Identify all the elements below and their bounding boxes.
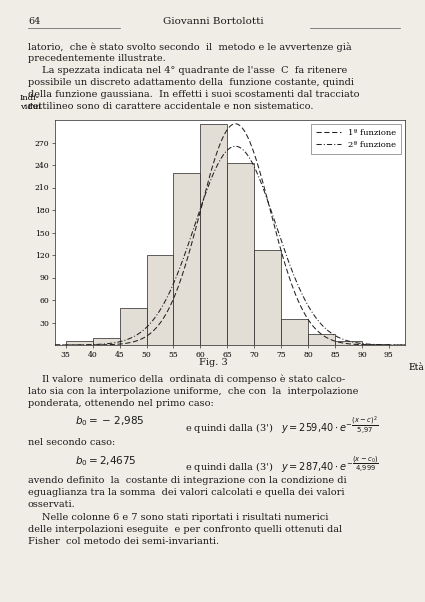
Text: rettilineo sono di carattere accidentale e non sistematico.: rettilineo sono di carattere accidentale… bbox=[28, 102, 314, 111]
Text: avendo definito  la  costante di integrazione con la condizione di: avendo definito la costante di integrazi… bbox=[28, 476, 347, 485]
Text: 64: 64 bbox=[28, 17, 40, 26]
Bar bbox=[362, 344, 389, 345]
Text: Giovanni Bortolotti: Giovanni Bortolotti bbox=[163, 17, 264, 26]
Bar bbox=[66, 341, 93, 345]
Text: latorio,  che è stato svolto secondo  il  metodo e le avvertenze già: latorio, che è stato svolto secondo il m… bbox=[28, 42, 351, 52]
Text: Nelle colonne 6 e 7 sono stati riportati i risultati numerici: Nelle colonne 6 e 7 sono stati riportati… bbox=[42, 513, 329, 522]
Text: delle interpolazioni eseguite  e per confronto quelli ottenuti dal: delle interpolazioni eseguite e per conf… bbox=[28, 525, 342, 534]
Text: e quindi dalla (3')   $y = 287{,}40 \cdot e^{-\dfrac{(x-c_0)}{4{,}999}}$: e quindi dalla (3') $y = 287{,}40 \cdot … bbox=[185, 454, 379, 474]
Bar bbox=[93, 338, 119, 345]
Bar bbox=[254, 250, 281, 345]
Text: possibile un discreto adattamento della  funzione costante, quindi: possibile un discreto adattamento della … bbox=[28, 78, 354, 87]
Text: Fig. 3: Fig. 3 bbox=[198, 358, 227, 367]
Bar bbox=[227, 163, 254, 345]
Text: $b_0 = -\,2{,}985$: $b_0 = -\,2{,}985$ bbox=[75, 414, 144, 428]
Text: eguaglianza tra la somma  dei valori calcolati e quella dei valori: eguaglianza tra la somma dei valori calc… bbox=[28, 488, 345, 497]
Bar bbox=[281, 318, 308, 345]
Bar bbox=[200, 124, 227, 345]
Text: Età: Età bbox=[408, 363, 424, 372]
Text: Il valore  numerico della  ordinata di compenso è stato calco-: Il valore numerico della ordinata di com… bbox=[42, 375, 345, 385]
Legend: 1ª funzione, 2ª funzione: 1ª funzione, 2ª funzione bbox=[311, 124, 401, 154]
Text: lato sia con la interpolazione uniforme,  che con  la  interpolazione: lato sia con la interpolazione uniforme,… bbox=[28, 387, 358, 396]
Text: precedentemente illustrate.: precedentemente illustrate. bbox=[28, 54, 166, 63]
Text: della funzione gaussiana.  In effetti i suoi scostamenti dal tracciato: della funzione gaussiana. In effetti i s… bbox=[28, 90, 360, 99]
Text: ponderata, ottenendo nel primo caso:: ponderata, ottenendo nel primo caso: bbox=[28, 399, 214, 408]
Bar bbox=[308, 334, 335, 345]
Bar bbox=[147, 255, 173, 345]
Text: Indi-
vidui: Indi- vidui bbox=[20, 94, 41, 111]
Bar bbox=[119, 308, 147, 345]
Text: nel secondo caso:: nel secondo caso: bbox=[28, 438, 115, 447]
Bar bbox=[173, 173, 200, 345]
Text: e quindi dalla (3')   $y = 259{,}40 \cdot e^{-\dfrac{(x-c)^2}{5{,}97}}$: e quindi dalla (3') $y = 259{,}40 \cdot … bbox=[185, 414, 379, 436]
Text: La spezzata indicata nel 4° quadrante de l'asse  C  fa ritenere: La spezzata indicata nel 4° quadrante de… bbox=[42, 66, 347, 75]
Text: Fisher  col metodo dei semi-invarianti.: Fisher col metodo dei semi-invarianti. bbox=[28, 537, 219, 546]
Text: osservati.: osservati. bbox=[28, 500, 76, 509]
Bar bbox=[335, 341, 362, 345]
Text: $b_0 = 2{,}4675$: $b_0 = 2{,}4675$ bbox=[75, 454, 137, 468]
